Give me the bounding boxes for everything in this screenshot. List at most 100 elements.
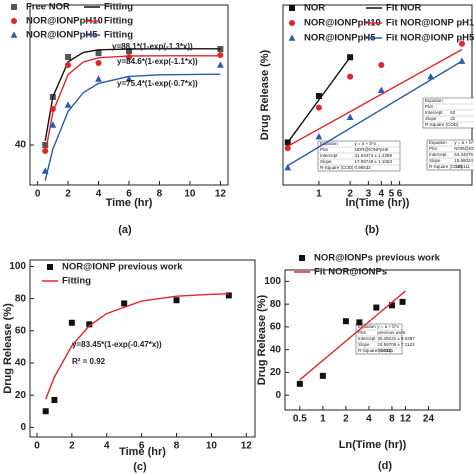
- marker-square: [173, 297, 180, 304]
- annotation: y=84.6*(1-exp(-1.1*x)): [117, 57, 198, 66]
- fit-line: [287, 48, 463, 147]
- y-tick-label: 80: [15, 293, 27, 304]
- x-axis-label: Time (hr): [106, 197, 153, 209]
- marker-square: [11, 4, 17, 10]
- stat-table-cell: R-Square (COD): [429, 164, 463, 169]
- x-tick-label: 12: [215, 189, 227, 200]
- y-tick-label: 0: [275, 390, 281, 401]
- stat-table-cell: R-Square (COD): [358, 348, 392, 353]
- legend-label: Fitting: [104, 16, 133, 27]
- panel-caption: (a): [118, 224, 132, 236]
- stat-table-box: [355, 323, 403, 355]
- x-tick-label: 3: [366, 189, 372, 200]
- marker-square: [299, 255, 305, 261]
- stat-table-cell: 15.66024 ± 2: [454, 158, 474, 163]
- y-tick-label: 100: [9, 261, 26, 272]
- x-tick-label: 8: [157, 189, 163, 200]
- legend-label: Fitting: [104, 30, 133, 41]
- fit-line: [287, 60, 463, 167]
- stat-table-cell: Intercept: [425, 110, 443, 115]
- x-tick-label: 1: [316, 189, 322, 200]
- stat-table-cell: 41.64474 ± 1.4389: [354, 153, 392, 158]
- x-tick-label: 4: [104, 441, 110, 452]
- stat-table: Equation y = a + b*x Plot NOR@IONPpH5 Interc…: [317, 140, 401, 172]
- stat-table-cell: Equation: [320, 141, 338, 146]
- marker-circle: [378, 62, 385, 68]
- stat-table: Equation y = a + b*x Plot NOR@IONPpH10 Inter…: [426, 139, 474, 171]
- y-tick-label: 40: [15, 358, 27, 369]
- legend-label: NOR@IONPpH10: [304, 18, 381, 29]
- stat-table-cell: 62: [450, 110, 456, 115]
- x-tick-label: 2: [347, 189, 353, 200]
- stat-table-cell: Intercept: [320, 153, 338, 158]
- marker-square: [296, 380, 303, 387]
- y-tick-label: 0: [20, 422, 26, 433]
- y-tick-label: 20: [15, 390, 27, 401]
- annotation: R² = 0.92: [72, 357, 106, 366]
- x-tick-label: 10: [184, 189, 196, 200]
- stat-table-cell: Equation: [358, 324, 376, 329]
- plot-frame: [282, 4, 473, 186]
- stat-table-cell: Plot: [358, 330, 367, 335]
- marker-square: [42, 142, 49, 148]
- stat-table-cell: Intercept: [429, 152, 447, 157]
- x-tick-label: 4: [379, 189, 385, 200]
- marker-square: [342, 318, 349, 325]
- x-tick-label: 4: [366, 414, 372, 425]
- marker-square: [225, 292, 232, 299]
- annotation: y=83.45*(1-exp(-0.47*x)): [72, 340, 162, 349]
- stat-table-cell: y = a + b*x: [454, 140, 474, 145]
- y-tick-label: 80: [270, 299, 282, 310]
- fit-line: [44, 48, 221, 141]
- marker-triangle: [377, 86, 385, 93]
- annotation: y=88.1*(1-exp(-1.3*x)): [112, 42, 193, 51]
- marker-circle: [315, 104, 322, 111]
- marker-square: [356, 319, 363, 326]
- stat-table: Equation y = a + b*x Plot previous workInte…: [355, 323, 415, 355]
- panel-caption: (d): [378, 460, 392, 472]
- stat-table-box: [426, 139, 474, 171]
- stat-table-cell: y = a + b*x: [354, 141, 376, 146]
- x-tick-label: 6: [126, 189, 132, 200]
- marker-square: [86, 321, 93, 328]
- stat-table-cell: Equation: [429, 140, 447, 145]
- marker-triangle: [315, 133, 323, 140]
- marker-square: [399, 298, 406, 305]
- legend-label: Fit NOR: [386, 3, 421, 14]
- marker-circle: [65, 62, 72, 68]
- marker-circle: [289, 20, 295, 26]
- y-axis-label: Drug Release (%): [2, 303, 14, 394]
- marker-square: [388, 302, 395, 309]
- marker-circle: [284, 145, 291, 152]
- marker-circle: [11, 18, 17, 24]
- marker-square: [47, 264, 53, 270]
- fit-line: [299, 290, 406, 381]
- x-tick-label: 4: [96, 189, 102, 200]
- legend-label: NOR@IONP previous work: [62, 262, 183, 273]
- legend-label: Fit NOR@IONP pH10: [386, 18, 474, 29]
- marker-triangle: [10, 31, 18, 38]
- legend-label: NOR: [304, 3, 325, 14]
- marker-triangle: [284, 163, 292, 171]
- stat-table-cell: 30.49232 ± 9.0397: [377, 336, 415, 341]
- stat-table-cell: 0.98632: [354, 165, 371, 170]
- marker-triangle: [49, 121, 57, 128]
- stat-table-cell: 0.65311: [377, 348, 393, 353]
- marker-square: [126, 48, 132, 54]
- x-axis-label: Ln(Time (hr)): [339, 439, 407, 451]
- marker-square: [68, 319, 75, 326]
- marker-triangle: [346, 113, 354, 121]
- x-tick-label: 2: [69, 441, 75, 452]
- marker-square: [65, 54, 72, 60]
- stat-table-cell: NOR@IONPpH5: [354, 147, 388, 152]
- marker-circle: [458, 40, 465, 47]
- marker-square: [42, 408, 49, 415]
- y-tick-label: 60: [15, 325, 27, 336]
- marker-square: [95, 50, 102, 56]
- x-tick-label: 24: [423, 414, 435, 425]
- marker-square: [315, 92, 322, 99]
- x-tick-label: 12: [400, 414, 412, 425]
- stat-table-cell: Slope: [429, 158, 441, 163]
